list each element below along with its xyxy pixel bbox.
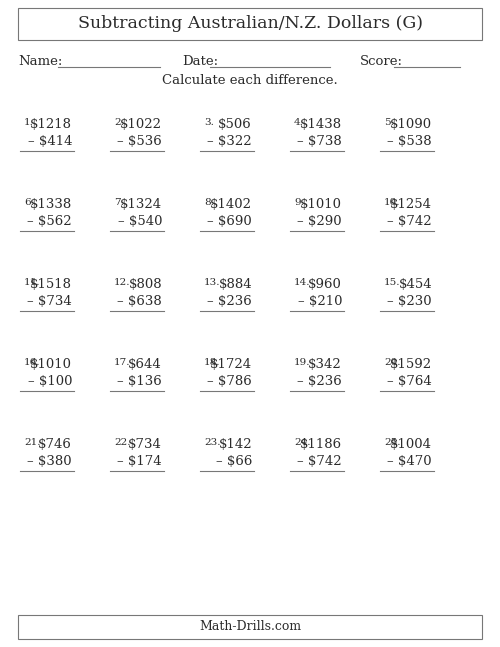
Text: – $536: – $536 (117, 135, 162, 148)
Text: 18.: 18. (204, 358, 220, 367)
Text: 24.: 24. (294, 438, 310, 447)
Text: 4.: 4. (294, 118, 304, 127)
Text: – $738: – $738 (297, 135, 342, 148)
Text: – $100: – $100 (28, 375, 72, 388)
Text: – $562: – $562 (28, 215, 72, 228)
Text: 9.: 9. (294, 198, 304, 207)
Text: 10.: 10. (384, 198, 400, 207)
Text: – $230: – $230 (388, 295, 432, 308)
Text: Math-Drills.com: Math-Drills.com (199, 620, 301, 633)
Text: 5.: 5. (384, 118, 394, 127)
Text: $506: $506 (218, 118, 252, 131)
Text: 2.: 2. (114, 118, 124, 127)
Text: 17.: 17. (114, 358, 130, 367)
Text: – $414: – $414 (28, 135, 72, 148)
Text: Date:: Date: (182, 55, 218, 68)
Text: $734: $734 (128, 438, 162, 451)
Text: – $638: – $638 (117, 295, 162, 308)
Text: – $690: – $690 (208, 215, 252, 228)
Text: 7.: 7. (114, 198, 124, 207)
Text: $1338: $1338 (30, 198, 72, 211)
Text: Score:: Score: (360, 55, 403, 68)
Text: Subtracting Australian/N.Z. Dollars (G): Subtracting Australian/N.Z. Dollars (G) (78, 16, 422, 32)
Text: $1518: $1518 (30, 278, 72, 291)
Text: 12.: 12. (114, 278, 130, 287)
Text: – $742: – $742 (388, 215, 432, 228)
Text: 1.: 1. (24, 118, 34, 127)
Text: $1004: $1004 (390, 438, 432, 451)
Text: 25.: 25. (384, 438, 400, 447)
Text: $1022: $1022 (120, 118, 162, 131)
Text: 3.: 3. (204, 118, 214, 127)
Text: 6.: 6. (24, 198, 34, 207)
Text: $1254: $1254 (390, 198, 432, 211)
Text: – $236: – $236 (208, 295, 252, 308)
Text: – $236: – $236 (297, 375, 342, 388)
Text: $1592: $1592 (390, 358, 432, 371)
Text: 22.: 22. (114, 438, 130, 447)
Text: – $538: – $538 (388, 135, 432, 148)
Text: Calculate each difference.: Calculate each difference. (162, 74, 338, 87)
Bar (18, 8, 482, 40)
Text: $1010: $1010 (300, 198, 342, 211)
Text: 23.: 23. (204, 438, 220, 447)
Text: $1218: $1218 (30, 118, 72, 131)
Text: $960: $960 (308, 278, 342, 291)
Text: – $764: – $764 (387, 375, 432, 388)
Text: – $734: – $734 (27, 295, 72, 308)
Text: $1090: $1090 (390, 118, 432, 131)
Text: – $290: – $290 (298, 215, 342, 228)
Text: – $470: – $470 (388, 455, 432, 468)
Text: $1010: $1010 (30, 358, 72, 371)
Text: – $322: – $322 (208, 135, 252, 148)
Text: – $786: – $786 (208, 375, 252, 388)
Text: – $210: – $210 (298, 295, 342, 308)
Text: $746: $746 (38, 438, 72, 451)
Text: – $66: – $66 (216, 455, 252, 468)
Text: 13.: 13. (204, 278, 220, 287)
Text: $142: $142 (218, 438, 252, 451)
Text: $884: $884 (218, 278, 252, 291)
Text: $1324: $1324 (120, 198, 162, 211)
Text: Name:: Name: (18, 55, 62, 68)
Text: – $540: – $540 (118, 215, 162, 228)
Text: 14.: 14. (294, 278, 310, 287)
Text: – $380: – $380 (28, 455, 72, 468)
Text: – $742: – $742 (298, 455, 342, 468)
Text: – $136: – $136 (117, 375, 162, 388)
Text: 8.: 8. (204, 198, 214, 207)
Text: – $174: – $174 (118, 455, 162, 468)
Text: $644: $644 (128, 358, 162, 371)
Text: $454: $454 (398, 278, 432, 291)
Text: $1724: $1724 (210, 358, 252, 371)
Text: 11.: 11. (24, 278, 40, 287)
Text: $342: $342 (308, 358, 342, 371)
Text: $1186: $1186 (300, 438, 342, 451)
Text: 21.: 21. (24, 438, 40, 447)
Text: 20.: 20. (384, 358, 400, 367)
Bar (18, 615, 482, 639)
Text: $1438: $1438 (300, 118, 342, 131)
Text: 15.: 15. (384, 278, 400, 287)
Text: $808: $808 (128, 278, 162, 291)
Text: 16.: 16. (24, 358, 40, 367)
Text: $1402: $1402 (210, 198, 252, 211)
Text: 19.: 19. (294, 358, 310, 367)
